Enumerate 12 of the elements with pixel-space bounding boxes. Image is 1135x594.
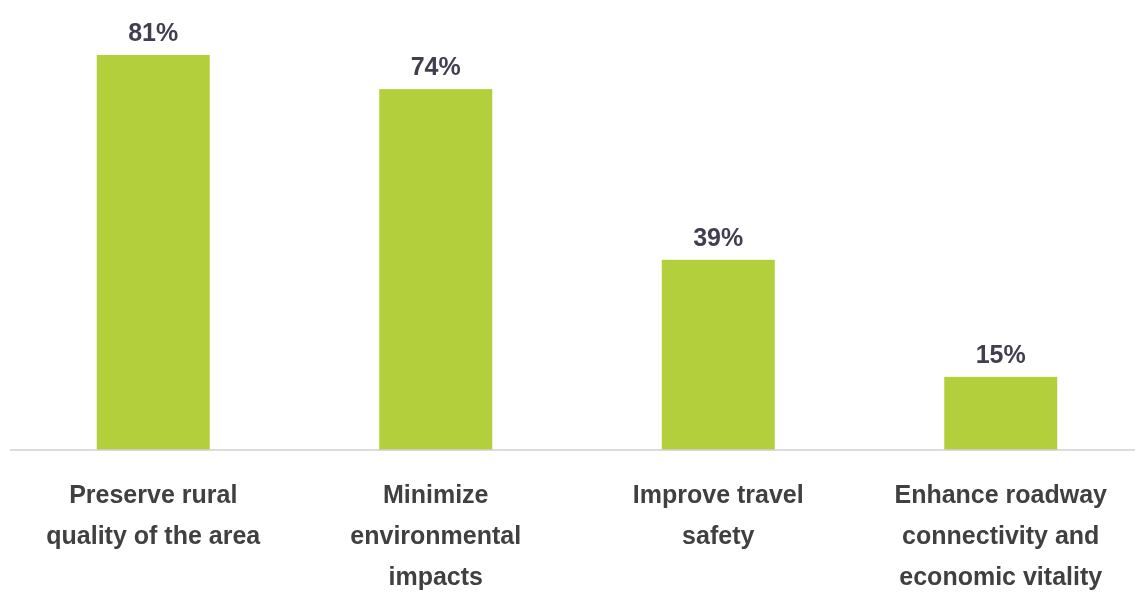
data-label: 39% — [693, 222, 744, 251]
bar — [944, 376, 1058, 450]
x-tick-label: Minimize environmental impacts — [350, 480, 522, 590]
bar — [661, 259, 775, 450]
data-label: 81% — [128, 18, 179, 46]
data-label: 15% — [975, 339, 1026, 368]
bar — [379, 89, 493, 450]
x-tick-label: Improve travel safety — [632, 480, 804, 549]
bar — [96, 55, 210, 450]
x-tick-label: Preserve rural quality of the area — [46, 480, 262, 549]
x-tick-label: Enhance roadway connectivity and economic vitality — [894, 480, 1108, 590]
data-label: 74% — [410, 52, 461, 81]
